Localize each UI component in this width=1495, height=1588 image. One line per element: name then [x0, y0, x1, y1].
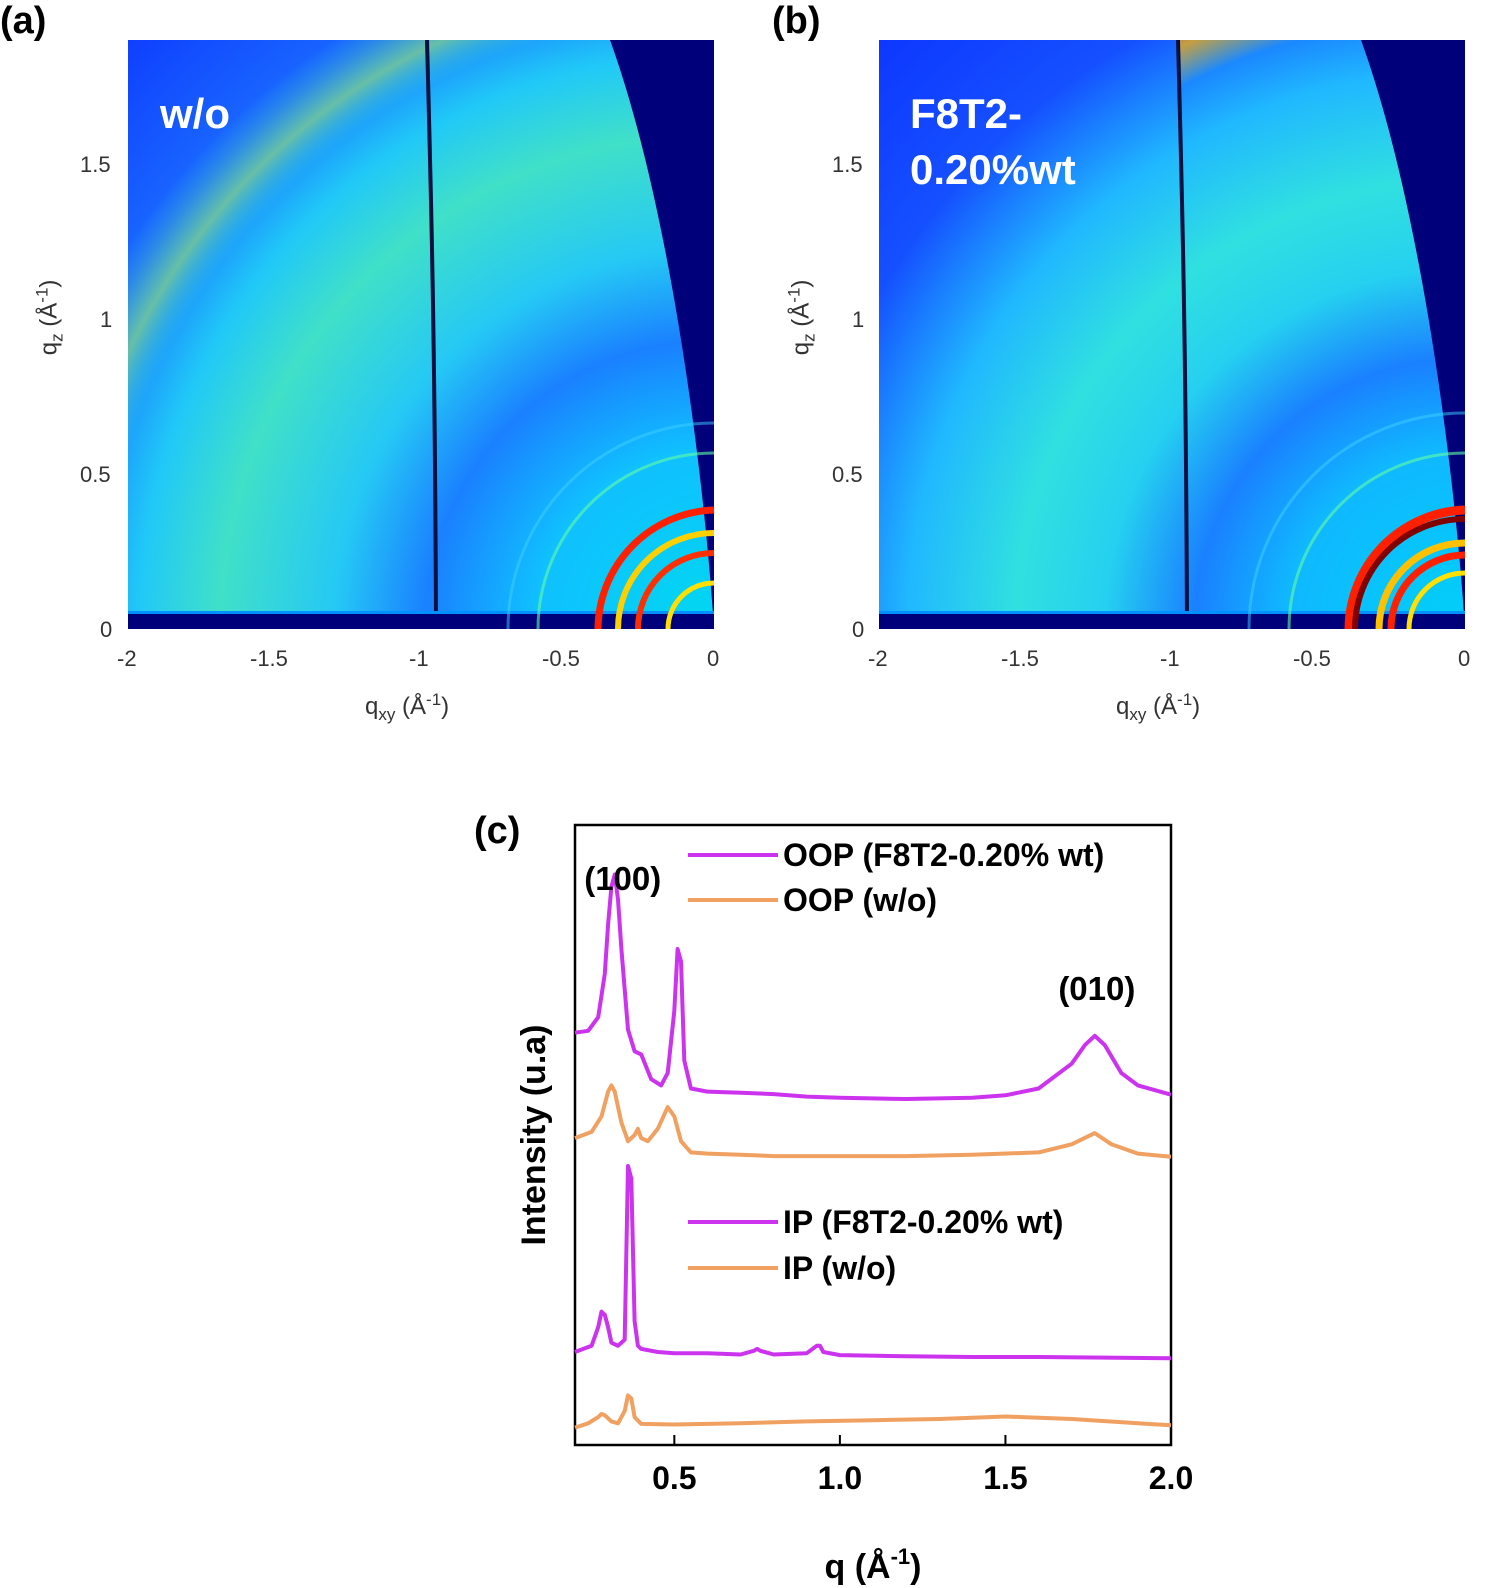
annotation-line: w/o — [160, 90, 230, 137]
legend-label: IP (F8T2-0.20% wt) — [783, 1204, 1063, 1240]
y-tick: 1 — [100, 307, 113, 332]
x-tick: 0 — [1458, 646, 1471, 671]
legend-label: IP (w/o) — [783, 1250, 896, 1286]
y-tick: 0 — [852, 617, 865, 642]
series-line-3 — [574, 1393, 1172, 1430]
y-tick: 1.5 — [80, 152, 111, 177]
x-axis-label: qxy (Å-1) — [365, 690, 450, 724]
x-tick: -1 — [1160, 646, 1180, 671]
series-line-0 — [574, 872, 1172, 1101]
panel-a-heatmap — [128, 39, 715, 630]
x-tick: -2 — [117, 646, 137, 671]
x-tick: -1.5 — [1001, 646, 1039, 671]
plot-frame — [573, 823, 1173, 1447]
x-tick: -2 — [868, 646, 888, 671]
y-tick: 0.5 — [832, 462, 863, 487]
x-tick-label: 1.5 — [983, 1460, 1027, 1496]
x-tick: 0 — [707, 646, 720, 671]
x-ticks-group: 0.5 1.0 1.5 2.0 — [652, 1435, 1193, 1496]
legend-label: OOP (F8T2-0.20% wt) — [783, 837, 1104, 873]
panel-a-letter: (a) — [0, 0, 47, 42]
x-tick: -1 — [409, 646, 429, 671]
x-tick-label: 1.0 — [818, 1460, 862, 1496]
x-tick: -0.5 — [542, 646, 580, 671]
x-axis-label: q (Å-1) — [825, 1544, 922, 1586]
annotation-line: F8T2- — [910, 90, 1023, 137]
x-tick-label: 0.5 — [652, 1460, 696, 1496]
y-tick: 1.5 — [832, 152, 863, 177]
panel-b-annotation: F8T2- 0.20%wt — [910, 86, 1076, 198]
peak-labels: (100) (010) — [584, 860, 1135, 1007]
series-group — [574, 872, 1172, 1430]
legend: OOP (F8T2-0.20% wt) OOP (w/o) IP (F8T2-0.2… — [688, 837, 1104, 1286]
series-line-2 — [574, 1164, 1172, 1361]
x-tick: -0.5 — [1293, 646, 1331, 671]
x-tick-label: 2.0 — [1149, 1460, 1193, 1496]
y-tick: 1 — [852, 307, 865, 332]
panel-c-letter: (c) — [474, 810, 521, 852]
peak-label: (010) — [1058, 970, 1135, 1007]
panel-b-heatmap — [879, 39, 1466, 630]
series-line-1 — [574, 1083, 1172, 1159]
y-tick: 0.5 — [80, 462, 111, 487]
y-axis-label: Intensity (u.a) — [515, 1024, 553, 1245]
y-tick: 0 — [100, 617, 113, 642]
peak-label: (100) — [584, 860, 661, 897]
panel-a-annotation: w/o — [160, 86, 230, 142]
x-axis-label: qxy (Å-1) — [1116, 690, 1201, 724]
legend-label: OOP (w/o) — [783, 882, 937, 918]
x-tick: -1.5 — [250, 646, 288, 671]
panel-b-letter: (b) — [772, 0, 821, 42]
annotation-line: 0.20%wt — [910, 146, 1076, 193]
